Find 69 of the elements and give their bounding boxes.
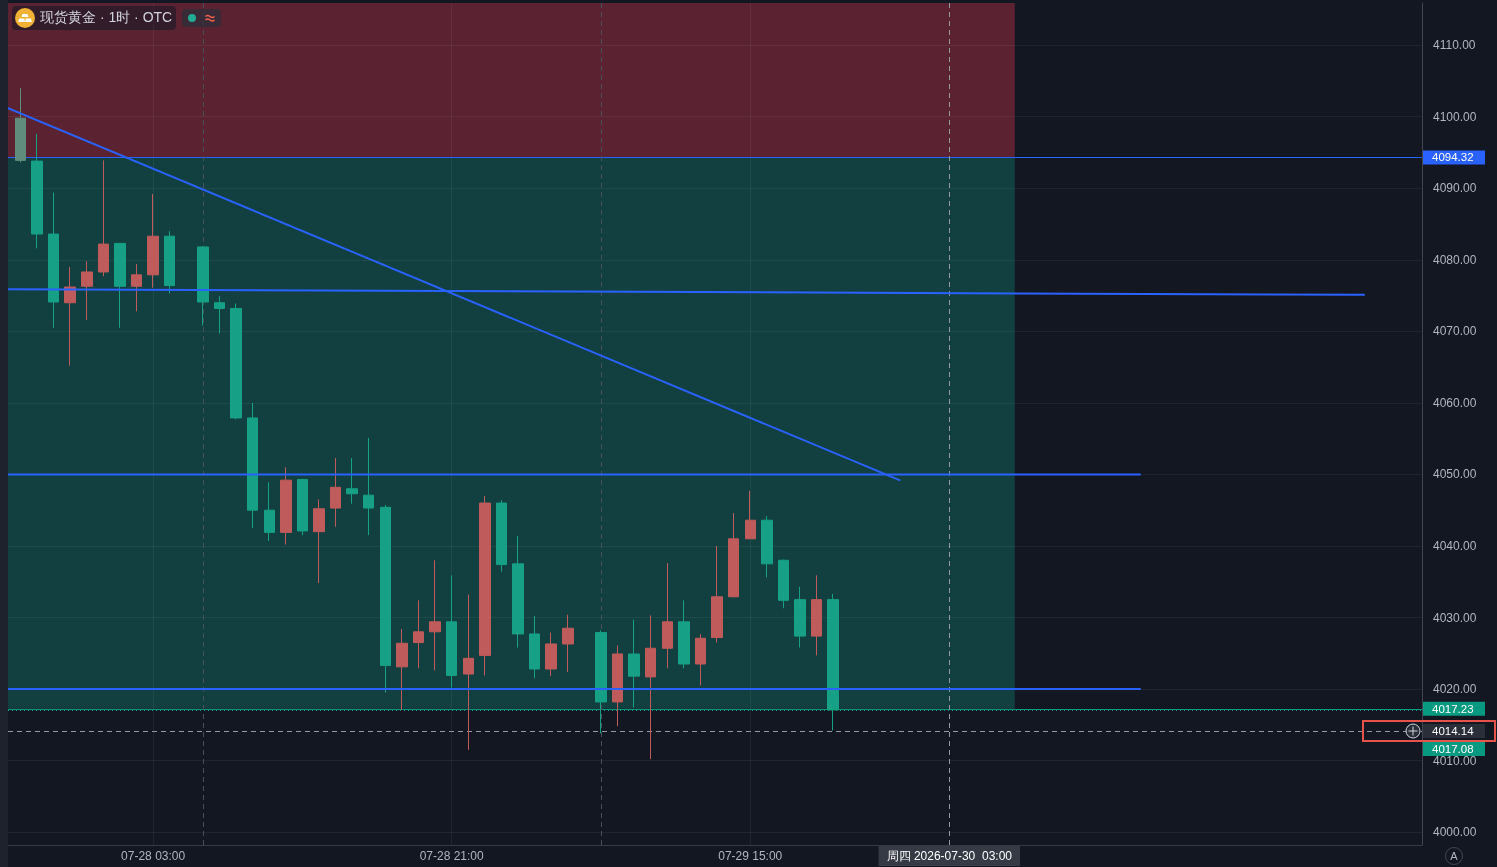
candlestick: [48, 192, 59, 329]
candlestick: [463, 594, 474, 751]
candlestick: [396, 628, 408, 711]
candlestick: [446, 574, 457, 689]
candlestick: [827, 593, 839, 732]
ref-line-label: 4017.23: [1432, 702, 1474, 715]
candlestick: [545, 632, 557, 677]
y-tick-label: 4070.00: [1433, 324, 1477, 339]
candlestick: [479, 495, 491, 676]
candlestick: [413, 599, 424, 669]
candlestick: [645, 614, 656, 760]
y-tick-label: 4010.00: [1433, 753, 1477, 768]
y-tick-label: 4050.00: [1433, 467, 1477, 482]
candlestick: [64, 266, 76, 367]
y-tick-label: 4090.00: [1433, 181, 1477, 196]
candlestick: [214, 295, 225, 334]
candlestick: [164, 230, 175, 294]
candlestick: [429, 559, 441, 671]
candlestick: [380, 504, 391, 694]
candlestick: [247, 402, 258, 529]
y-tick-label: 4100.00: [1433, 109, 1477, 124]
x-tick-label: 07-29 15:00: [718, 849, 783, 863]
candlestick: [147, 193, 159, 289]
candlestick: [15, 87, 26, 164]
candlestick: [330, 457, 341, 528]
candlestick: [496, 499, 507, 573]
candlestick: [778, 559, 789, 609]
candlestick: [114, 242, 126, 329]
candlestick: [363, 437, 374, 536]
candlestick: [280, 466, 292, 546]
candlestick: [31, 133, 43, 249]
y-tick-label: 4080.00: [1433, 252, 1477, 267]
candlestick: [230, 302, 242, 420]
y-tick-label: 4030.00: [1433, 610, 1477, 625]
candlestick: [811, 574, 822, 656]
ref-line-label: 4094.32: [1432, 151, 1474, 164]
candlestick: [512, 535, 524, 649]
candlestick: [678, 599, 690, 669]
candlestick: [662, 562, 673, 669]
candlestick: [313, 498, 325, 584]
candlestick: [711, 545, 723, 644]
y-tick-label: 4040.00: [1433, 538, 1477, 553]
candlestick: [728, 512, 739, 598]
candlestick: [612, 644, 623, 727]
x-tick-label: 07-28 03:00: [121, 849, 186, 863]
candlestick: [628, 619, 640, 709]
y-tick-label: 4060.00: [1433, 395, 1477, 410]
chart-title: 现货黄金 · 1时 · OTC: [40, 9, 173, 27]
candlestick: [529, 615, 540, 679]
candlestick: [98, 159, 109, 277]
candlestick: [794, 586, 806, 649]
candlestick: [297, 478, 308, 536]
ref-line-label: 4014.14: [1432, 724, 1475, 737]
candlestick: [761, 515, 773, 578]
x-tick-label: 07-28 21:00: [419, 849, 485, 863]
y-tick-label: 4110.00: [1433, 38, 1476, 53]
candlestick: [131, 263, 142, 312]
candlestick: [346, 457, 358, 505]
candlestick: [197, 245, 209, 327]
candlestick: [81, 260, 93, 321]
candlestick: [264, 481, 275, 542]
y-tick-label: 4020.00: [1433, 682, 1477, 697]
ref-line-label: 周四 2026-07-30 03:00: [886, 849, 1013, 863]
candlestick: [745, 490, 756, 540]
ref-line-label: 4017.08: [1432, 742, 1474, 755]
candlestick: [595, 629, 607, 734]
candlestick: [695, 633, 706, 686]
y-tick-label: 4000.00: [1433, 825, 1477, 840]
candlestick: [562, 614, 574, 673]
